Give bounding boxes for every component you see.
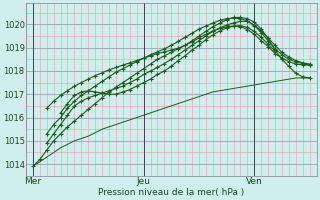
X-axis label: Pression niveau de la mer( hPa ): Pression niveau de la mer( hPa )	[98, 188, 244, 197]
